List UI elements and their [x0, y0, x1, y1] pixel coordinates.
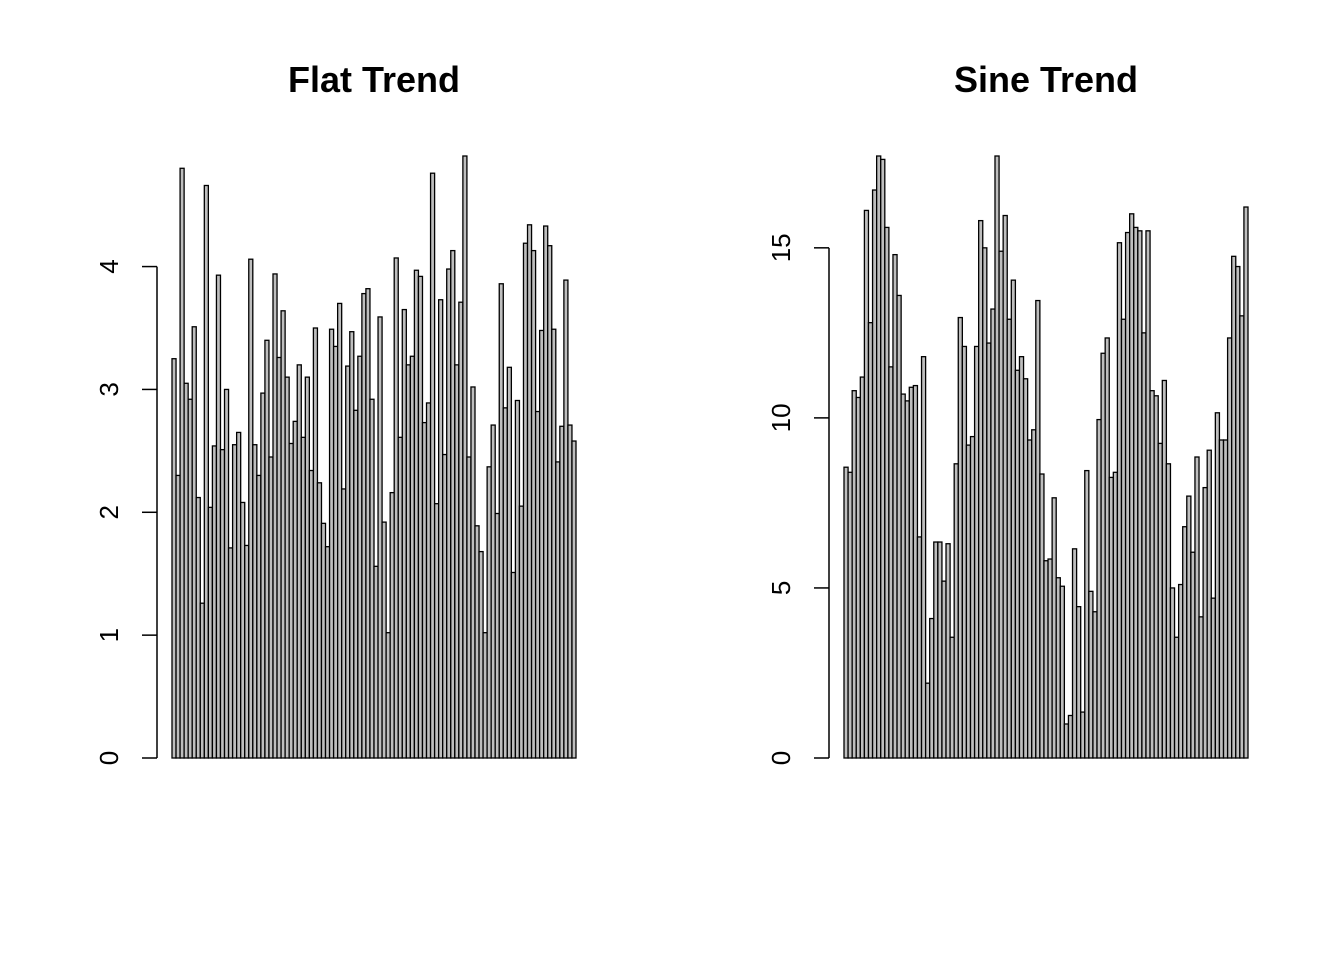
bar — [1243, 206, 1249, 759]
bar-series — [171, 155, 577, 759]
bar-series — [843, 155, 1249, 759]
y-tick-label: 4 — [94, 259, 124, 273]
y-tick-label: 3 — [94, 382, 124, 396]
chart-title: Sine Trend — [954, 59, 1138, 100]
bar — [1075, 606, 1082, 759]
y-tick-label: 10 — [766, 403, 796, 432]
y-tick-label: 0 — [766, 751, 796, 765]
bar — [506, 366, 513, 759]
y-axis: 0 1 2 3 4 — [94, 259, 158, 765]
chart-panel-sine-trend: Sine Trend 0 5 10 15 — [766, 59, 1249, 765]
bar — [1059, 585, 1066, 759]
y-tick-label: 2 — [94, 505, 124, 519]
y-tick-label: 5 — [766, 581, 796, 595]
chart-panel-flat-trend: Flat Trend 0 1 2 3 4 — [94, 59, 577, 765]
bar — [1194, 456, 1200, 759]
bar — [920, 356, 927, 759]
bar — [571, 440, 577, 759]
y-tick-label: 0 — [94, 751, 124, 765]
y-tick-label: 1 — [94, 628, 124, 642]
chart-title: Flat Trend — [288, 59, 460, 100]
bar — [203, 184, 210, 759]
bar — [429, 172, 436, 759]
y-axis: 0 5 10 15 — [766, 233, 830, 765]
y-tick-label: 15 — [766, 233, 796, 262]
